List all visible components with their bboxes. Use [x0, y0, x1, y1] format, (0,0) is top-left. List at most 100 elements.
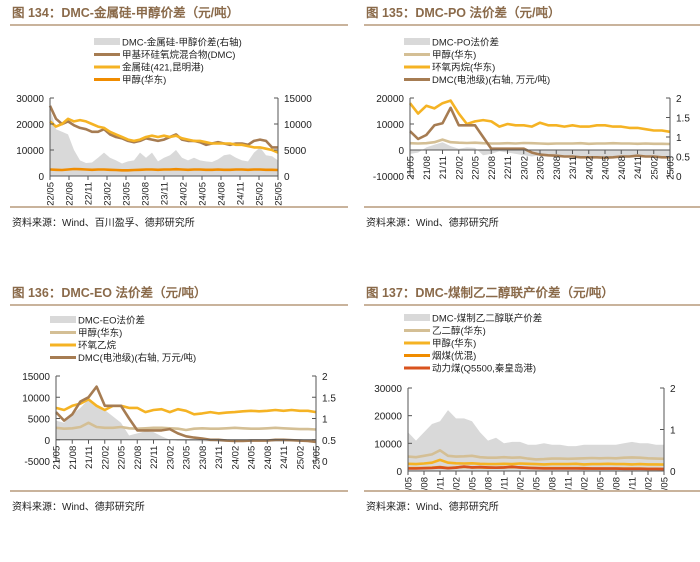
x-tick-label: 21/08: [422, 156, 433, 180]
x-tick-label: 24/02: [580, 477, 591, 490]
x-tick-label: 25/02: [255, 182, 266, 206]
legend-swatch: [94, 38, 120, 45]
y2-tick-label: 1.5: [322, 393, 336, 404]
x-tick-label: 22/11: [503, 156, 514, 179]
legend-item: 甲醇(华东): [404, 338, 476, 350]
y-tick-label: 30000: [16, 94, 44, 105]
series-line: [407, 458, 665, 466]
x-tick-label: 24/05: [596, 477, 607, 490]
legend-label: DMC(电池级)(右轴, 万元/吨): [432, 74, 550, 86]
series-line: [408, 465, 665, 471]
x-tick-label: 21/05: [406, 156, 417, 180]
y2-tick-label: 1: [670, 426, 676, 437]
y2-tick-label: 1: [676, 133, 682, 144]
legend-label: 甲醇(华东): [432, 338, 476, 350]
legend-item: 甲基环硅氧烷混合物(DMC): [94, 49, 235, 61]
source-note: 资料来源：Wind、德邦研究所: [366, 502, 499, 513]
x-tick-label: 23/05: [182, 446, 193, 470]
legend-label: 甲醇(华东): [432, 49, 476, 61]
x-tick-label: 23/11: [564, 477, 575, 490]
chart-panel-137: 图 137：DMC-煤制乙二醇联产价差（元/吨） DMC-煤制乙二醇联产价差 乙二…: [364, 280, 700, 513]
legend-label: 甲基环硅氧烷混合物(DMC): [122, 49, 235, 61]
legend-label: 金属硅(421,昆明港): [122, 62, 204, 74]
y-tick-label: 15000: [22, 372, 50, 383]
series-line: [55, 421, 317, 432]
series-line: [49, 167, 279, 172]
legend-item: 动力煤(Q5500,秦皇岛港): [404, 363, 536, 375]
x-tick-label: 24/02: [230, 446, 241, 470]
chart-134: DMC-金属硅-甲醇价差(右轴)甲基环硅氧烷混合物(DMC)金属硅(421,昆明…: [16, 37, 312, 206]
y2-tick-label: 0: [284, 172, 290, 183]
x-tick-label: 23/05: [536, 156, 547, 180]
y2-tick-label: 2: [670, 384, 676, 395]
legend-item: DMC(电池级)(右轴, 万元/吨): [404, 74, 550, 86]
legend-item: 环氧乙烷: [50, 340, 117, 352]
x-tick-label: 24/11: [633, 156, 644, 179]
y-tick-label: 10000: [376, 120, 404, 131]
x-tick-label: 21/11: [84, 446, 95, 469]
legend-item: 甲醇(华东): [94, 74, 166, 86]
x-tick-label: 22/05: [46, 182, 57, 206]
legend-item: DMC(电池级)(右轴, 万元/吨): [50, 352, 196, 364]
x-tick-label: 22/02: [454, 156, 465, 180]
y-tick-label: 20000: [374, 412, 402, 423]
y2-tick-label: 0: [670, 467, 676, 478]
y-tick-label: -5000: [24, 457, 50, 468]
x-tick-label: 25/05: [274, 182, 285, 206]
legend-item: DMC-PO法价差: [404, 37, 499, 49]
x-tick-label: 25/02: [649, 156, 660, 180]
y-tick-label: 20000: [376, 94, 404, 105]
x-tick-label: 23/02: [165, 446, 176, 470]
x-tick-label: 22/08: [487, 156, 498, 180]
chart-panel-135: 图 135：DMC-PO 法价差（元/吨） DMC-PO法价差 甲醇(华东) 环氧丙…: [364, 0, 700, 229]
x-tick-label: 24/08: [263, 446, 274, 470]
x-tick-label: 24/11: [279, 446, 290, 469]
x-tick-label: 23/08: [548, 477, 559, 490]
x-tick-label: 23/08: [198, 446, 209, 470]
x-tick-label: 22/08: [484, 477, 495, 490]
x-tick-label: 24/02: [584, 156, 595, 180]
y2-tick-label: 1: [322, 415, 328, 426]
chart-title: 图 137：DMC-煤制乙二醇联产价差（元/吨）: [366, 286, 614, 300]
y-tick-label: 0: [398, 146, 404, 157]
title-divider: [364, 24, 700, 26]
series-line: [49, 117, 279, 154]
x-tick-label: 23/11: [568, 156, 579, 179]
x-tick-label: 24/11: [628, 477, 639, 490]
x-tick-label: 23/02: [519, 156, 530, 180]
x-tick-label: 22/02: [100, 446, 111, 470]
legend-item: 烟煤(优混): [404, 350, 476, 362]
x-tick-label: 22/08: [65, 182, 76, 206]
y-tick-label: 0: [38, 172, 44, 183]
y2-tick-label: 0: [676, 172, 682, 183]
x-tick-label: 25/05: [666, 156, 677, 180]
series-line: [55, 398, 317, 416]
x-tick-label: 21/08: [420, 477, 431, 490]
legend-swatch: [50, 316, 76, 323]
x-tick-label: 22/11: [500, 477, 511, 490]
y2-tick-label: 1.5: [676, 114, 690, 125]
legend-label: 甲醇(华东): [122, 74, 166, 86]
x-tick-label: 22/02: [452, 477, 463, 490]
x-tick-label: 23/11: [214, 446, 225, 469]
x-tick-label: 24/05: [198, 182, 209, 206]
legend-item: 乙二醇(华东): [404, 325, 486, 337]
x-tick-label: 22/05: [471, 156, 482, 180]
y-tick-label: 10000: [374, 439, 402, 450]
legend-label: DMC-PO法价差: [432, 37, 499, 49]
source-note: 资料来源：Wind、德邦研究所: [366, 218, 499, 229]
y-tick-label: 30000: [374, 384, 402, 395]
x-tick-label: 22/11: [149, 446, 160, 469]
x-tick-label: 23/05: [532, 477, 543, 490]
legend-label: 甲醇(华东): [78, 327, 122, 339]
x-tick-label: 25/05: [660, 477, 671, 490]
legend-label: 动力煤(Q5500,秦皇岛港): [432, 363, 536, 375]
x-tick-label: 21/11: [438, 156, 449, 179]
y-tick-label: 0: [44, 436, 50, 447]
legend-item: DMC-EO法价差: [50, 315, 145, 327]
legend-item: 甲醇(华东): [404, 49, 476, 61]
chart-panel-134: 图 134：DMC-金属硅-甲醇价差（元/吨） DMC-金属硅-甲醇价差(右轴)…: [10, 0, 348, 229]
x-tick-label: 22/05: [117, 446, 128, 470]
legend-label: 乙二醇(华东): [432, 325, 486, 337]
source-divider: [10, 206, 348, 208]
